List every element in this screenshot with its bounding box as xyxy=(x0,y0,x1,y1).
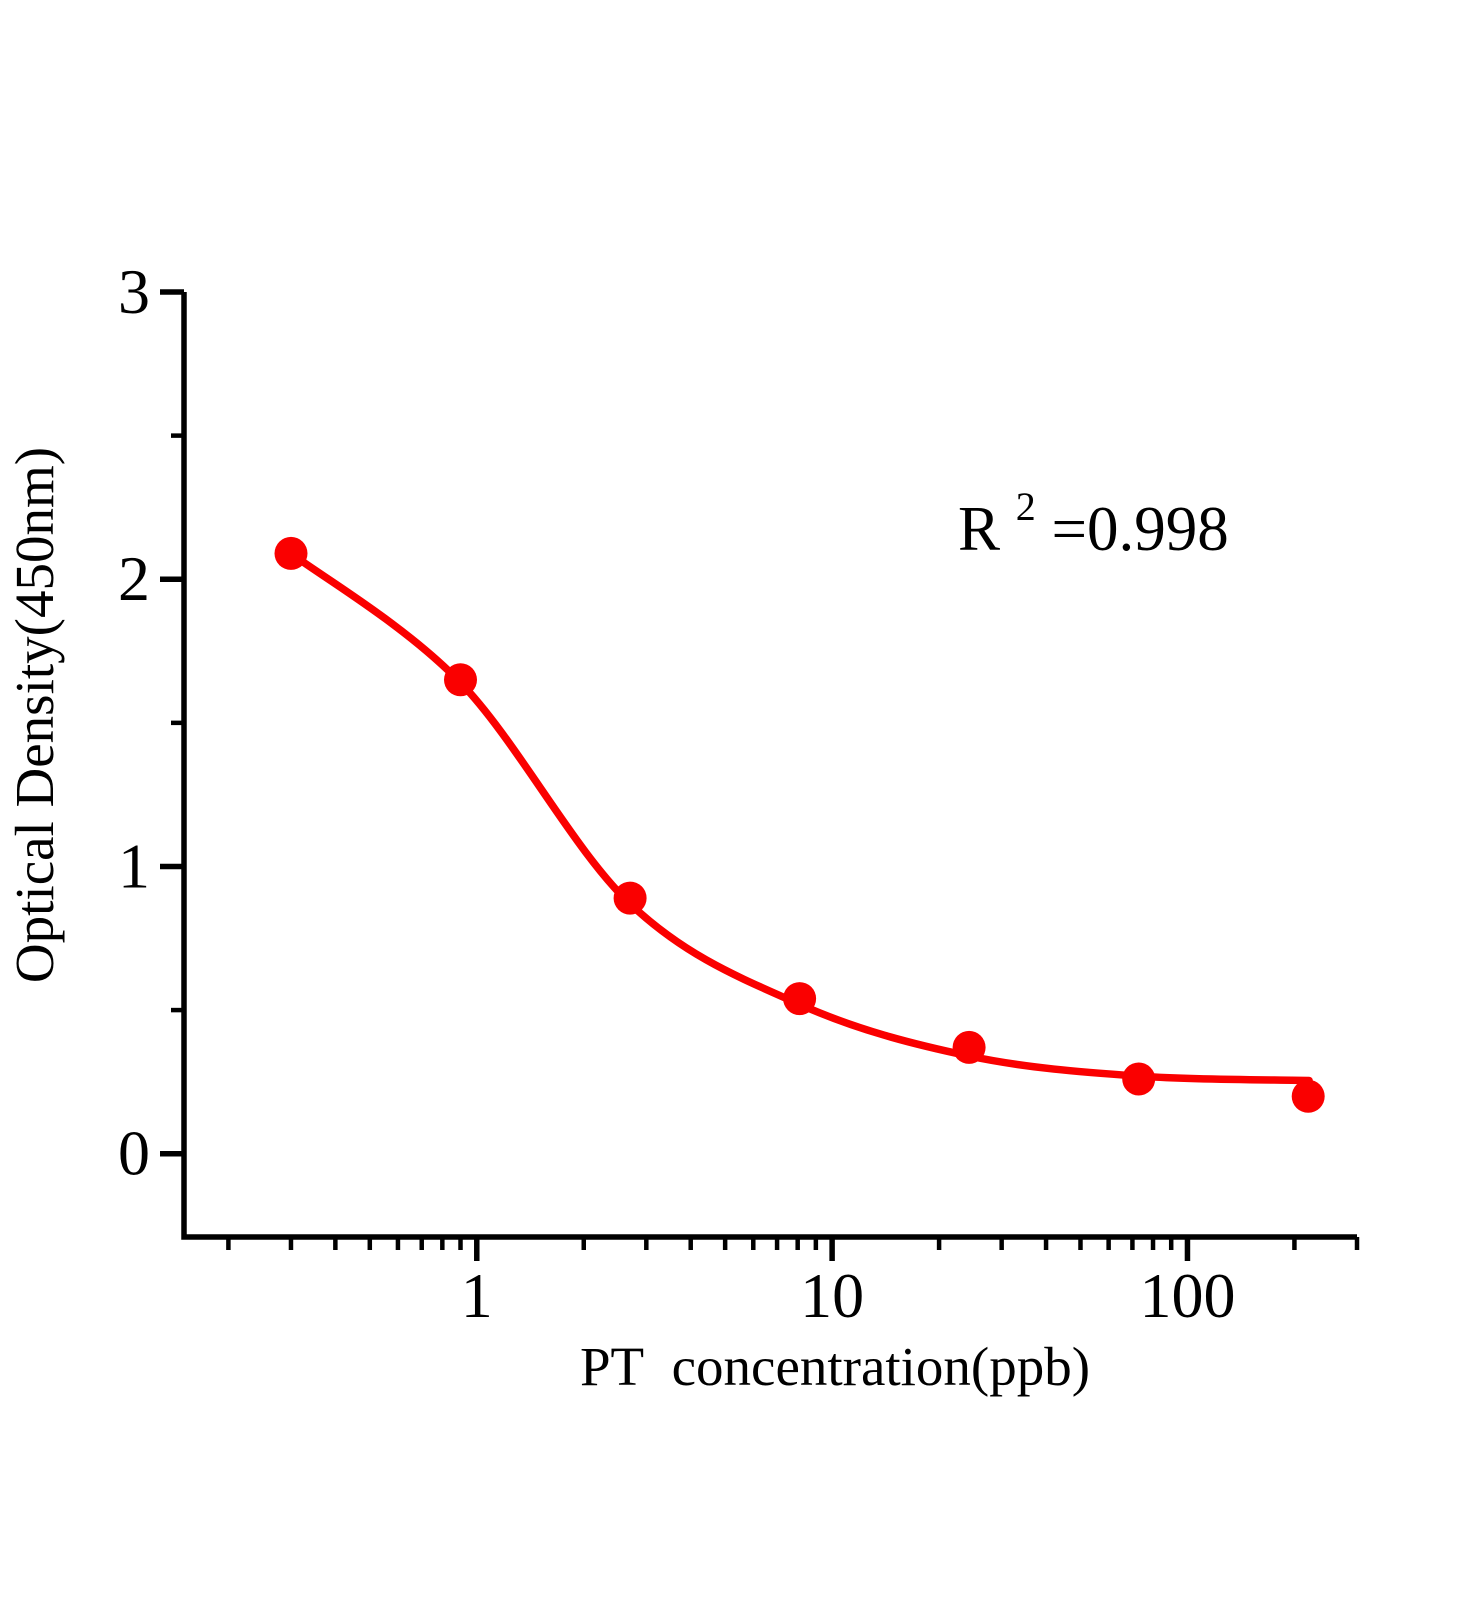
x-axis-title: PT concentration(ppb) xyxy=(580,1336,1090,1397)
data-point xyxy=(613,881,647,915)
r-squared-annotation: R 2 =0.998 xyxy=(958,464,1229,564)
y-tick-label: 3 xyxy=(118,256,150,327)
y-axis-title: Optical Density(450nm) xyxy=(4,447,65,983)
y-tick-label: 1 xyxy=(118,830,150,901)
y-tick-label: 0 xyxy=(118,1118,150,1189)
data-point xyxy=(1291,1079,1325,1113)
data-point xyxy=(783,982,817,1016)
x-tick-label: 10 xyxy=(800,1260,864,1331)
r-squared-base: R xyxy=(958,494,1000,564)
data-point xyxy=(1122,1062,1156,1096)
data-point xyxy=(952,1030,986,1064)
x-tick-label: 1 xyxy=(461,1260,493,1331)
x-tick-label: 100 xyxy=(1139,1260,1235,1331)
data-point xyxy=(444,663,477,697)
data-point xyxy=(274,536,308,570)
axes-spine xyxy=(181,292,1357,1240)
plot-area: 0 1 2 3 1 10 100 xyxy=(118,256,1360,1331)
r-squared-exponent: 2 xyxy=(1016,484,1036,529)
r-squared-value: =0.998 xyxy=(1052,494,1229,564)
y-tick-label: 2 xyxy=(118,543,150,614)
